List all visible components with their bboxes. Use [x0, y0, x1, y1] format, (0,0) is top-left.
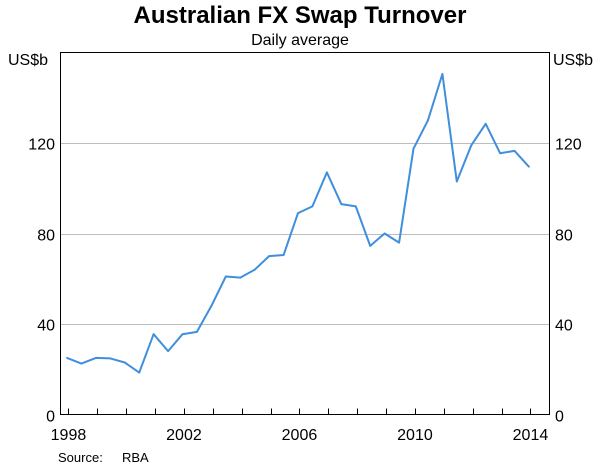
data-point — [109, 357, 112, 360]
data-point — [441, 73, 444, 75]
data-point — [340, 203, 343, 206]
data-point — [95, 357, 97, 359]
data-point — [224, 275, 227, 278]
data-point — [297, 212, 299, 215]
data-point — [427, 119, 429, 122]
data-point — [282, 254, 285, 256]
data-point — [383, 232, 386, 235]
data-point — [181, 333, 184, 336]
y-tick-label-left: 0 — [46, 409, 55, 426]
x-tick-label: 2006 — [282, 427, 318, 444]
data-point — [239, 276, 242, 279]
data-point — [311, 205, 314, 208]
chart-title: Australian FX Swap Turnover — [133, 2, 467, 29]
y-axis-labels: 0 0 40 40 80 80 120 120 — [28, 137, 582, 426]
x-tick-label: 2002 — [166, 427, 202, 444]
data-point — [210, 305, 213, 307]
data-point — [66, 357, 68, 359]
source-note: Source: RBA — [58, 450, 149, 466]
data-point — [152, 333, 155, 336]
data-point — [470, 144, 473, 147]
data-point — [123, 361, 126, 364]
data-point — [398, 241, 400, 244]
data-point — [196, 331, 198, 333]
series-group — [66, 73, 530, 374]
gridlines — [60, 143, 550, 325]
y-tick-label-right: 40 — [555, 318, 573, 335]
y-tick-label-right: 80 — [555, 228, 573, 245]
source-label: Source: — [58, 450, 103, 465]
x-axis-labels: 1998 2002 2006 2010 2014 — [51, 427, 549, 444]
source-value: RBA — [122, 450, 149, 465]
x-tick-label: 2014 — [513, 427, 549, 444]
data-point — [167, 350, 170, 352]
data-point — [455, 180, 458, 183]
y-tick-label-left: 80 — [37, 228, 55, 245]
series-line — [66, 73, 530, 374]
x-tick-label: 1998 — [51, 427, 87, 444]
data-point — [369, 245, 372, 247]
data-point — [412, 147, 415, 150]
x-axis-ticks — [68, 408, 531, 415]
y-tick-label-left: 120 — [28, 137, 55, 154]
data-point — [138, 371, 141, 374]
data-point — [326, 171, 328, 174]
chart-subtitle: Daily average — [251, 32, 349, 49]
data-point — [268, 255, 270, 257]
data-point — [528, 165, 530, 168]
data-point — [484, 122, 487, 125]
data-point — [513, 150, 516, 152]
plot-frame — [60, 52, 550, 415]
x-tick-label: 2010 — [397, 427, 433, 444]
y-axis-unit-left: US$b — [8, 52, 49, 69]
data-point — [80, 362, 83, 365]
data-point — [354, 205, 357, 208]
y-axis-unit-right: US$b — [553, 52, 594, 69]
data-point — [253, 268, 256, 271]
y-tick-label-left: 40 — [37, 318, 55, 335]
y-tick-label-right: 120 — [555, 137, 582, 154]
data-point — [499, 152, 501, 155]
y-tick-label-right: 0 — [555, 409, 564, 426]
